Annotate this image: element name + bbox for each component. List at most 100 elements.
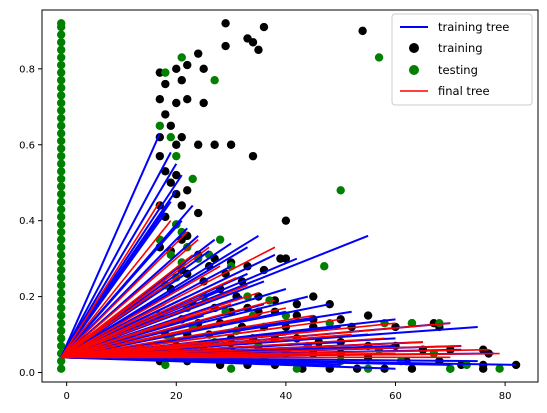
testing-point (320, 262, 329, 271)
testing-point (166, 132, 175, 142)
training-point (407, 364, 417, 373)
x-tick-label: 0 (63, 391, 69, 402)
testing-point (56, 60, 66, 70)
training-tree-segment (60, 163, 178, 358)
final-tree-segment (60, 201, 161, 358)
y-tick-label: 0.6 (19, 140, 35, 151)
final-tree-segment (60, 265, 221, 359)
legend-training-swatch (409, 43, 419, 53)
testing-point (56, 182, 66, 191)
training-point (221, 41, 230, 51)
final-tree-segment (60, 326, 177, 359)
testing-point (56, 265, 66, 275)
y-tick-label: 0.4 (19, 216, 35, 227)
training-point (309, 292, 318, 301)
testing-point (56, 30, 66, 39)
testing-point (56, 151, 66, 161)
testing-point (56, 76, 66, 85)
y-tick-label: 0.8 (19, 64, 35, 75)
training-point (172, 170, 181, 180)
final-tree-segment (60, 303, 232, 359)
testing-point (292, 364, 302, 373)
final-tree-segment (60, 284, 248, 359)
final-tree-segment (61, 314, 259, 359)
y-tick-label: 0.0 (19, 368, 35, 379)
training-point (161, 167, 170, 176)
training-tree-segment (60, 204, 194, 358)
testing-point (374, 53, 384, 62)
training-tree-segment (60, 132, 161, 358)
final-tree-segment (61, 314, 314, 359)
training-point (193, 208, 203, 218)
training-point (183, 186, 192, 195)
training-point (177, 76, 186, 85)
training-point (248, 151, 258, 161)
final-tree-segment (60, 231, 188, 358)
testing-point (56, 159, 66, 168)
final-tree-segment (60, 220, 172, 358)
x-tick-label: 80 (499, 391, 512, 402)
legend-training-tree-label: training tree (438, 20, 509, 34)
testing-point (495, 364, 504, 373)
training-tree-segment (60, 151, 172, 358)
training-point (177, 235, 186, 244)
training-point (292, 299, 302, 309)
training-point (177, 132, 186, 142)
final-tree-segment (60, 239, 199, 358)
legend: training tree training testing final tre… (391, 13, 533, 106)
testing-point (161, 68, 170, 77)
testing-point (56, 113, 66, 123)
testing-point (226, 364, 236, 373)
testing-point (56, 205, 66, 214)
testing-series (56, 19, 66, 373)
training-point (248, 38, 258, 47)
testing-point (56, 273, 66, 282)
testing-point (56, 311, 66, 320)
testing-point (56, 121, 66, 130)
training-point (363, 311, 373, 320)
testing-point (446, 364, 455, 373)
training-point (281, 216, 291, 225)
training-point (155, 151, 165, 161)
testing-point (215, 235, 225, 244)
x-tick-label: 20 (170, 391, 183, 402)
training-point (281, 254, 291, 263)
training-point (166, 121, 175, 130)
testing-point (56, 288, 66, 297)
final-tree-segment (61, 352, 286, 359)
training-point (161, 110, 170, 119)
testing-point (161, 360, 170, 370)
training-point (183, 60, 192, 70)
testing-point (56, 106, 66, 115)
training-point (161, 79, 170, 89)
plot-area (56, 19, 521, 373)
training-point (166, 178, 175, 187)
x-tick-label: 40 (280, 391, 293, 402)
testing-point (166, 250, 175, 260)
testing-point (56, 91, 66, 100)
training-point (193, 49, 203, 58)
testing-point (56, 38, 66, 47)
testing-point (188, 174, 197, 184)
testing-point (56, 227, 66, 237)
testing-point (210, 76, 219, 85)
testing-point (177, 53, 186, 62)
testing-point (56, 83, 66, 93)
x-tick-label: 60 (389, 391, 402, 402)
training-point (325, 299, 334, 309)
testing-point (56, 303, 66, 313)
legend-testing-label: testing (438, 63, 478, 77)
testing-point (56, 364, 66, 373)
training-point (254, 45, 263, 55)
testing-point (56, 174, 66, 184)
testing-point (407, 318, 417, 328)
testing-point (56, 129, 66, 138)
final-tree-series (60, 201, 500, 359)
x-axis: 0 20 40 60 80 (63, 382, 511, 402)
testing-point (172, 151, 181, 161)
training-point (210, 140, 219, 149)
training-point (172, 64, 181, 74)
testing-point (56, 243, 66, 252)
testing-point (56, 356, 66, 366)
testing-point (56, 341, 66, 351)
